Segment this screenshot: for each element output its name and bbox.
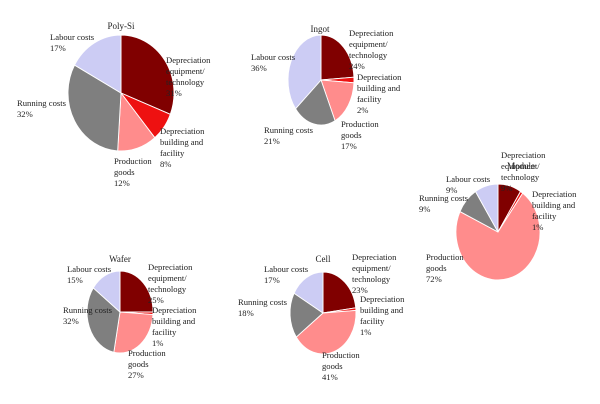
pie-slice-running-costs <box>295 79 336 126</box>
chart-title: Wafer <box>109 254 131 264</box>
pie-ingot: Ingot Depreciation equipment/technology 24%… <box>251 24 402 151</box>
data-label-depreciation-building-and-facility: Depreciation building and facility 8% <box>160 126 205 169</box>
chart-title: Ingot <box>311 24 330 34</box>
chart-title: Cell <box>316 254 331 264</box>
pie-cell: Cell Depreciation equipment/technology 23%D… <box>238 252 405 382</box>
pie-slice-running-costs <box>86 287 121 353</box>
data-label-running-costs: Running costs 21% <box>264 125 314 146</box>
pie-slice-depreciation-equipment-technology <box>320 34 355 81</box>
pie-slice-depreciation-equipment-technology <box>322 271 357 314</box>
pie-slice-labour-costs <box>74 34 122 94</box>
data-label-depreciation-equipment-technology: Depreciation equipment/technology 9% <box>501 150 546 193</box>
pie-slice-labour-costs <box>92 270 121 313</box>
pie-wafer: Wafer Depreciation equipment/technology 25%… <box>63 254 197 380</box>
pie-slice-production-goods <box>320 79 355 122</box>
data-label-production-goods: Production goods 41% <box>322 350 360 382</box>
data-label-running-costs: Running costs 9% <box>419 193 469 214</box>
pie-slice-depreciation-equipment-technology <box>120 34 175 115</box>
data-label-labour-costs: Labour costs 15% <box>67 264 112 285</box>
data-label-production-goods: Production goods 12% <box>114 156 152 188</box>
pie-slice-labour-costs <box>475 183 499 233</box>
data-label-production-goods: Production goods 72% <box>426 252 464 284</box>
pie-slice-depreciation-equipment-technology <box>119 270 154 313</box>
data-label-depreciation-building-and-facility: Depreciation building and facility 1% <box>360 294 405 337</box>
data-label-labour-costs: Labour costs 17% <box>50 32 95 53</box>
pie-slice-production-goods <box>113 311 154 354</box>
data-label-labour-costs: Labour costs 17% <box>264 264 309 285</box>
data-label-depreciation-equipment-technology: Depreciation equipment/technology 31% <box>166 55 211 98</box>
pie-slice-production-goods <box>455 192 541 281</box>
data-label-depreciation-equipment-technology: Depreciation equipment/technology 25% <box>148 262 193 305</box>
data-label-running-costs: Running costs 32% <box>63 305 113 326</box>
chart-title: Module <box>507 161 535 171</box>
data-label-depreciation-equipment-technology: Depreciation equipment/technology 23% <box>352 252 397 295</box>
pie-slice-running-costs <box>289 292 324 338</box>
data-label-running-costs: Running costs 32% <box>17 98 67 119</box>
pie-slice-labour-costs <box>287 34 322 110</box>
data-label-production-goods: Production goods 27% <box>128 348 166 380</box>
pie-slice-running-costs <box>67 64 122 152</box>
data-label-depreciation-building-and-facility: Depreciation building and facility 1% <box>532 189 577 232</box>
pie-slice-labour-costs <box>293 271 324 314</box>
data-label-production-goods: Production goods 17% <box>341 119 379 151</box>
data-label-depreciation-equipment-technology: Depreciation equipment/technology 24% <box>349 28 394 71</box>
chart-title: Poly-Si <box>107 21 135 31</box>
pie-poly-si: Poly-Si Depreciation equipment/technology 3… <box>17 21 211 188</box>
pie-slice-production-goods <box>295 309 357 355</box>
data-label-labour-costs: Labour costs 36% <box>251 52 296 73</box>
data-label-depreciation-building-and-facility: Depreciation building and facility 2% <box>357 72 402 115</box>
data-label-labour-costs: Labour costs 9% <box>446 174 491 195</box>
data-label-depreciation-building-and-facility: Depreciation building and facility 1% <box>152 305 197 348</box>
data-label-running-costs: Running costs 18% <box>238 297 288 318</box>
